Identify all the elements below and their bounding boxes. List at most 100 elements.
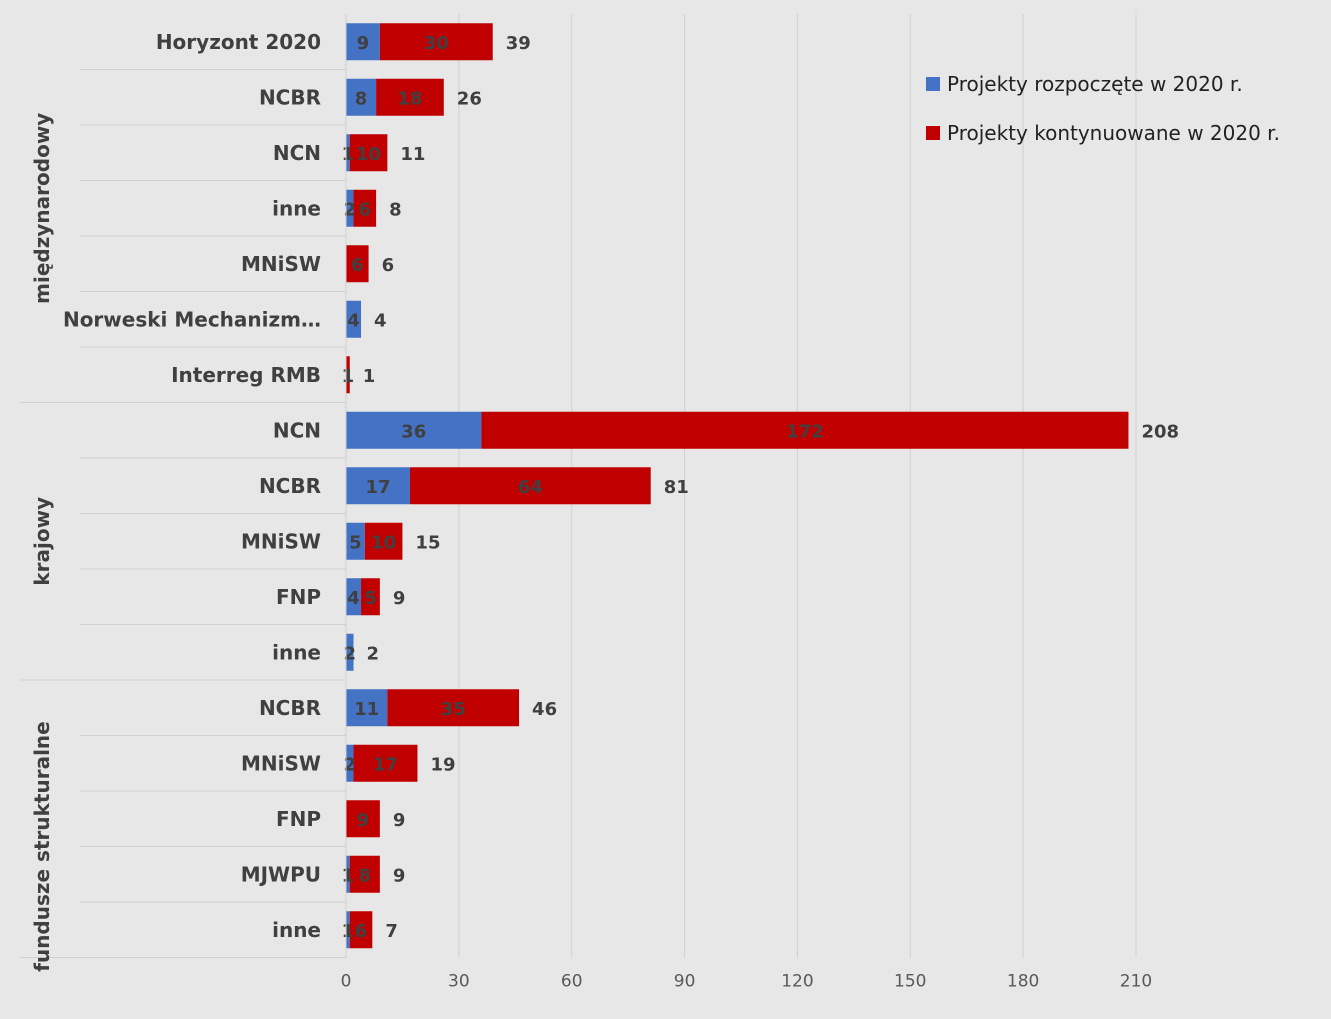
segment-value-label: 36 — [401, 421, 426, 442]
bar-continued — [379, 23, 493, 61]
category-label: inne — [272, 918, 321, 942]
category-label: MNiSW — [241, 751, 321, 775]
x-tick-label: 180 — [1007, 972, 1039, 992]
category-label: inne — [272, 196, 321, 220]
legend-swatch-started — [926, 77, 940, 91]
group-label: międzynarodowy — [30, 113, 54, 304]
bar-started — [346, 578, 362, 616]
bars-layer — [346, 23, 1129, 949]
total-value-label: 11 — [400, 144, 425, 165]
segment-value-label: 8 — [355, 88, 368, 109]
category-label: NCBR — [259, 474, 321, 498]
group-label: krajowy — [30, 497, 54, 586]
bar-continued — [346, 356, 350, 394]
bar-continued — [346, 245, 369, 283]
segment-value-label: 5 — [349, 532, 362, 553]
bar-continued — [349, 134, 388, 172]
bar-started — [346, 23, 380, 61]
bar-started — [346, 689, 388, 727]
bar-started — [346, 522, 365, 560]
x-tick-label: 210 — [1120, 972, 1152, 992]
category-label: FNP — [276, 807, 321, 831]
legend-swatch-continued — [926, 126, 940, 140]
category-label: Horyzont 2020 — [156, 30, 321, 54]
category-label: inne — [272, 640, 321, 664]
segment-value-label: 2 — [343, 754, 356, 775]
bar-started — [346, 855, 350, 893]
legend-label-started: Projekty rozpoczęte w 2020 r. — [947, 72, 1243, 96]
segment-value-label: 2 — [343, 199, 356, 220]
total-value-label: 26 — [457, 88, 482, 109]
total-value-label: 4 — [374, 310, 387, 331]
segment-value-label: 10 — [356, 144, 381, 165]
bar-started — [346, 467, 410, 505]
x-tick-label: 30 — [448, 972, 470, 992]
bar-started — [346, 911, 350, 949]
segment-value-label: 10 — [371, 532, 396, 553]
bar-continued — [361, 578, 380, 616]
category-label: Interreg RMB — [171, 363, 321, 387]
total-value-label: 19 — [430, 754, 455, 775]
bar-started — [346, 189, 354, 227]
bar-started — [346, 411, 482, 449]
bar-continued — [349, 855, 380, 893]
segment-value-label: 6 — [355, 921, 368, 942]
bar-continued — [353, 744, 418, 782]
bar-continued — [349, 911, 373, 949]
category-label: FNP — [276, 585, 321, 609]
category-label: NCBR — [259, 85, 321, 109]
bar-continued — [376, 78, 444, 116]
bar-continued — [364, 522, 403, 560]
x-tick-label: 60 — [561, 972, 583, 992]
segment-value-label: 6 — [351, 255, 364, 276]
segment-value-label: 4 — [347, 588, 360, 609]
total-value-label: 6 — [382, 255, 395, 276]
segment-value-label: 30 — [424, 33, 449, 54]
segment-value-label: 17 — [373, 754, 398, 775]
category-label: MNiSW — [241, 529, 321, 553]
total-value-label: 7 — [385, 921, 398, 942]
total-value-label: 8 — [389, 199, 402, 220]
total-value-label: 9 — [393, 588, 406, 609]
total-value-label: 15 — [415, 532, 440, 553]
segment-value-label: 4 — [347, 310, 360, 331]
bar-started — [346, 300, 362, 338]
segment-value-label: 1 — [342, 144, 355, 165]
segment-value-label: 1 — [342, 865, 355, 886]
x-tick-label: 0 — [341, 972, 352, 992]
x-tick-label: 150 — [894, 972, 926, 992]
bar-continued — [481, 411, 1129, 449]
legend: Projekty rozpoczęte w 2020 r. Projekty k… — [926, 72, 1280, 145]
bar-continued — [409, 467, 651, 505]
bar-continued — [387, 689, 520, 727]
bar-started — [346, 633, 354, 671]
segment-value-label: 11 — [354, 699, 379, 720]
total-value-label: 81 — [664, 477, 689, 498]
segment-value-label: 9 — [357, 33, 370, 54]
bar-started — [346, 134, 350, 172]
axis-layer: 0 30 60 90 120 150 180 210międzynarodowykrajowy… — [20, 14, 1152, 992]
segment-value-label: 64 — [518, 477, 543, 498]
segment-value-label: 1 — [342, 921, 355, 942]
total-value-label: 9 — [393, 810, 406, 831]
category-label: NCN — [273, 418, 321, 442]
total-value-label: 39 — [506, 33, 531, 54]
x-tick-label: 120 — [781, 972, 813, 992]
legend-label-continued: Projekty kontynuowane w 2020 r. — [947, 121, 1280, 145]
bar-started — [346, 744, 354, 782]
segment-value-label: 5 — [364, 588, 377, 609]
category-label: MJWPU — [241, 862, 321, 886]
total-value-label: 46 — [532, 699, 557, 720]
total-value-label: 2 — [367, 643, 380, 664]
bar-continued — [353, 189, 377, 227]
segment-value-label: 17 — [365, 477, 390, 498]
segment-value-label: 18 — [397, 88, 422, 109]
x-tick-label: 90 — [674, 972, 696, 992]
segment-value-label: 172 — [786, 421, 824, 442]
segment-value-label: 35 — [441, 699, 466, 720]
bar-continued — [346, 800, 380, 838]
category-label: Norweski Mechanizm… — [63, 307, 321, 331]
category-label: NCN — [273, 141, 321, 165]
